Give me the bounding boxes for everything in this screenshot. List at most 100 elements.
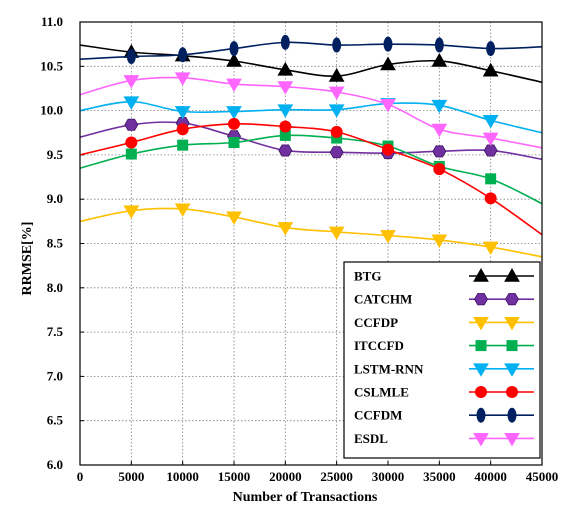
- data-point-lstm-rnn: [123, 96, 140, 110]
- y-tick-label: 7.5: [47, 324, 64, 339]
- data-point-itccfd: [228, 136, 240, 148]
- series-line-catchm: [79, 121, 543, 161]
- series-line-btg: [79, 44, 543, 84]
- series-line-esdl: [79, 76, 543, 149]
- data-point-cslmle: [484, 192, 497, 205]
- series-ccfdm: [79, 34, 543, 65]
- tick-labels: 0 5000 10000 15000 20000 25000 30000 35000 40000…: [40, 14, 558, 484]
- x-tick-label: 15000: [218, 469, 251, 484]
- series-btg: [79, 44, 543, 84]
- legend: BTG CATCHM CCFDP ITCCFD LSTM-RNN CSLMLE CCFDM E…: [343, 261, 541, 459]
- series-ccfdp: [79, 203, 543, 258]
- data-point-lstm-rnn: [431, 99, 448, 114]
- data-point-esdl: [277, 81, 294, 95]
- legend-label-catchm: CATCHM: [354, 292, 412, 307]
- data-point-lstm-rnn: [277, 104, 294, 118]
- data-point-ccfdm: [332, 37, 342, 53]
- data-point-itccfd: [485, 173, 497, 185]
- data-point-esdl: [174, 72, 191, 86]
- data-point-catchm: [432, 145, 447, 158]
- legend-marker-lstm-rnn: [504, 363, 520, 377]
- legend-label-ccfdm: CCFDM: [354, 408, 402, 423]
- legend-marker-catchm: [505, 293, 519, 306]
- data-point-btg: [226, 52, 242, 67]
- data-point-ccfdp: [123, 205, 140, 219]
- series-cslmle: [79, 117, 543, 236]
- legend-marker-btg: [473, 267, 489, 282]
- legend-marker-btg: [504, 267, 520, 282]
- data-point-cslmle: [228, 117, 240, 130]
- legend-marker-catchm: [474, 293, 488, 306]
- legend-marker-cslmle: [475, 386, 487, 398]
- legend-label-esdl: ESDL: [354, 431, 388, 446]
- y-tick-label: 8.0: [47, 280, 63, 295]
- x-axis-title: Number of Transactions: [233, 490, 378, 505]
- x-tick-label: 20000: [269, 469, 302, 484]
- data-point-ccfdm: [280, 34, 290, 50]
- data-point-esdl: [328, 86, 345, 100]
- data-point-itccfd: [125, 148, 137, 160]
- data-point-esdl: [123, 75, 140, 89]
- data-point-esdl: [380, 98, 396, 113]
- data-point-ccfdm: [126, 49, 136, 65]
- data-point-btg: [380, 56, 396, 71]
- series-line-lstm-rnn: [79, 100, 543, 134]
- data-point-btg: [328, 68, 345, 82]
- data-point-cslmle: [330, 125, 343, 138]
- data-point-ccfdp: [380, 230, 396, 244]
- legend-marker-esdl: [473, 433, 489, 447]
- data-point-ccfdp: [482, 241, 499, 256]
- data-point-cslmle: [279, 120, 292, 133]
- x-tick-label: 25000: [320, 469, 353, 484]
- data-point-esdl: [226, 78, 242, 93]
- data-point-cslmle: [176, 123, 189, 136]
- legend-marker-cslmle: [506, 386, 518, 398]
- data-point-btg: [277, 61, 294, 76]
- data-point-catchm: [278, 144, 293, 157]
- y-tick-label: 10.0: [40, 103, 63, 118]
- series-itccfd: [79, 129, 543, 205]
- legend-label-cslmle: CSLMLE: [354, 385, 409, 400]
- data-point-itccfd: [177, 139, 189, 151]
- legend-marker-ccfdp: [473, 317, 489, 331]
- legend-label-ccfdp: CCFDP: [354, 315, 398, 330]
- x-tick-label: 40000: [474, 469, 507, 484]
- data-point-itccfd: [279, 129, 291, 141]
- legend-marker-itccfd: [506, 340, 518, 352]
- x-tick-label: 30000: [372, 469, 405, 484]
- y-tick-label: 6.5: [47, 413, 64, 428]
- data-point-btg: [482, 62, 499, 77]
- series-line-cslmle: [79, 123, 543, 236]
- series-catchm: [79, 116, 543, 161]
- legend-marker-ccfdm: [507, 407, 517, 423]
- data-point-cslmle: [382, 143, 394, 156]
- legend-marker-ccfdp: [504, 317, 520, 331]
- y-tick-label: 6.0: [47, 457, 63, 472]
- legend-marker-lstm-rnn: [473, 363, 489, 377]
- data-point-ccfdp: [277, 222, 294, 236]
- series-lstm-rnn: [79, 96, 543, 134]
- data-point-itccfd: [331, 132, 343, 144]
- data-point-ccfdp: [226, 211, 242, 225]
- x-tick-label: 45000: [526, 469, 559, 484]
- y-tick-label: 8.5: [47, 236, 64, 251]
- y-tick-label: 11.0: [41, 14, 63, 29]
- x-tick-label: 0: [77, 469, 84, 484]
- data-point-ccfdp: [431, 234, 448, 248]
- x-tick-label: 5000: [118, 469, 144, 484]
- data-point-ccfdm: [178, 47, 188, 63]
- legend-marker-itccfd: [475, 340, 487, 352]
- data-point-catchm: [124, 118, 139, 131]
- data-point-ccfdm: [486, 41, 496, 57]
- data-point-ccfdp: [328, 226, 345, 240]
- legend-label-btg: BTG: [354, 269, 381, 284]
- series-line-itccfd: [79, 134, 543, 205]
- legend-label-lstm-rnn: LSTM-RNN: [354, 361, 424, 376]
- data-point-catchm: [483, 144, 498, 157]
- y-tick-label: 10.5: [40, 58, 63, 73]
- data-point-lstm-rnn: [174, 106, 191, 120]
- data-point-lstm-rnn: [226, 106, 242, 120]
- x-tick-label: 10000: [166, 469, 199, 484]
